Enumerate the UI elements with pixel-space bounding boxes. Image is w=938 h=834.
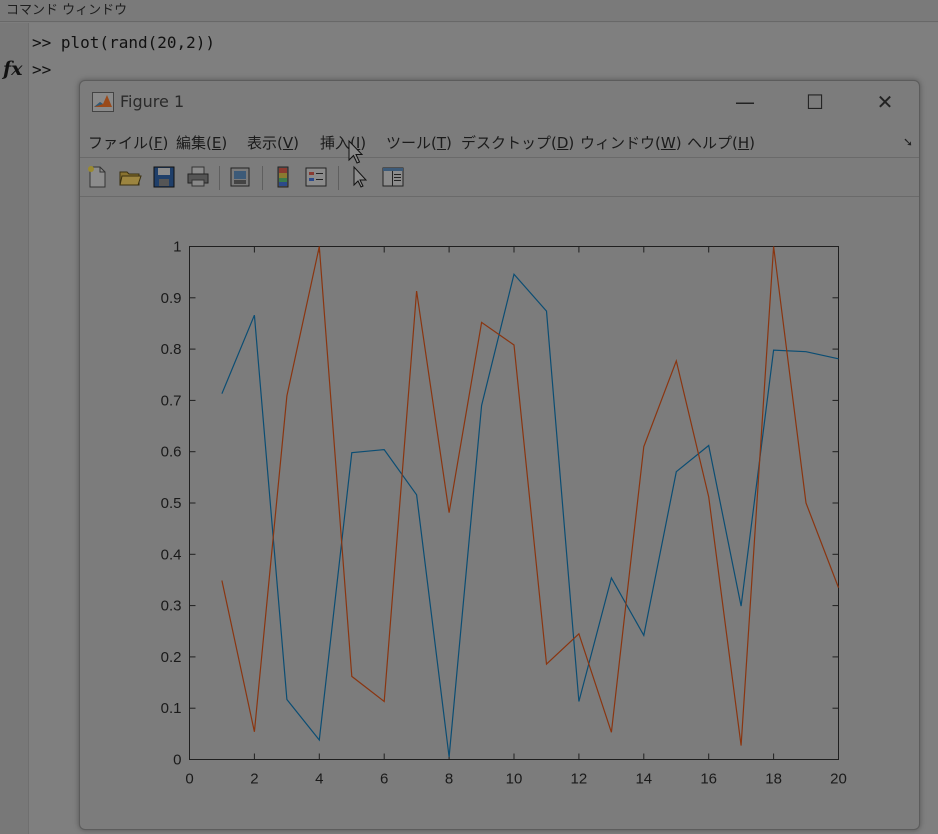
- y-tick-label: 0.6: [161, 444, 182, 461]
- y-tick-label: 0.7: [161, 392, 182, 409]
- y-tick-label: 0.9: [161, 290, 182, 307]
- toolbar-separator: [262, 166, 263, 190]
- x-tick-label: 12: [571, 771, 588, 788]
- x-tick-label: 6: [380, 771, 388, 788]
- minimize-button[interactable]: —: [735, 90, 755, 114]
- matlab-logo-icon: [92, 92, 114, 112]
- x-tick-label: 2: [250, 771, 258, 788]
- y-tick-label: 0: [173, 752, 181, 769]
- figure-menubar: ファイル(F) 編集(E) 表示(V) 挿入(I) ツール(T) デスクトップ(…: [80, 127, 919, 158]
- y-tick-label: 1: [173, 239, 181, 256]
- figure-window: Figure 1 — ☐ ✕ ファイル(F) 編集(E) 表示(V) 挿入(I)…: [79, 80, 920, 830]
- menu-edit[interactable]: 編集(E): [176, 134, 228, 152]
- series-line-1[interactable]: [221, 272, 839, 757]
- x-tick-label: 16: [700, 771, 717, 788]
- command-window-gutter: [0, 23, 29, 834]
- x-tick-label: 0: [185, 771, 193, 788]
- x-tick-label: 20: [830, 771, 847, 788]
- y-tick-label: 0.1: [161, 700, 182, 717]
- y-tick-label: 0.2: [161, 649, 182, 666]
- close-button[interactable]: ✕: [876, 90, 894, 114]
- menu-tools[interactable]: ツール(T): [386, 134, 452, 152]
- x-tick-label: 8: [445, 771, 453, 788]
- axes-box: [189, 246, 839, 760]
- command-line-1: >> plot(rand(20,2)): [32, 33, 216, 52]
- figure-titlebar[interactable]: Figure 1 — ☐ ✕: [80, 81, 919, 123]
- maximize-button[interactable]: ☐: [806, 90, 824, 114]
- colorbar-icon[interactable]: [270, 164, 296, 190]
- series-line-2[interactable]: [221, 246, 840, 746]
- menu-help[interactable]: ヘルプ(H): [687, 134, 755, 152]
- y-tick-label: 0.8: [161, 341, 182, 358]
- x-tick-label: 4: [315, 771, 323, 788]
- mouse-cursor-icon: [348, 139, 364, 164]
- figure-title: Figure 1: [120, 92, 185, 111]
- y-tick-label: 0.5: [161, 495, 182, 512]
- menu-file[interactable]: ファイル(F): [88, 134, 169, 152]
- y-tick-label: 0.4: [161, 546, 182, 563]
- print-icon[interactable]: [185, 164, 211, 190]
- dock-arrow-icon[interactable]: ➘: [902, 135, 913, 149]
- open-file-icon[interactable]: [117, 164, 143, 190]
- toolbar-separator: [338, 166, 339, 190]
- legend-icon[interactable]: [303, 164, 329, 190]
- command-prompt[interactable]: >>: [32, 60, 52, 79]
- command-window-title: コマンド ウィンドウ: [0, 0, 938, 22]
- new-figure-icon[interactable]: [84, 164, 110, 190]
- menu-desktop[interactable]: デスクトップ(D): [461, 134, 575, 152]
- toolbar-separator: [219, 166, 220, 190]
- x-tick-label: 14: [635, 771, 652, 788]
- menu-insert[interactable]: 挿入(I): [320, 134, 367, 152]
- y-tick-label: 0.3: [161, 598, 182, 615]
- x-tick-label: 10: [506, 771, 523, 788]
- print-preview-icon[interactable]: [227, 164, 253, 190]
- menu-view[interactable]: 表示(V): [247, 134, 299, 152]
- property-inspector-icon[interactable]: [380, 164, 406, 190]
- menu-window[interactable]: ウィンドウ(W): [580, 134, 682, 152]
- function-browser-icon[interactable]: fx: [3, 58, 23, 80]
- x-tick-label: 18: [765, 771, 782, 788]
- figure-toolbar: [80, 158, 919, 197]
- pointer-icon[interactable]: [346, 164, 372, 190]
- save-icon[interactable]: [151, 164, 177, 190]
